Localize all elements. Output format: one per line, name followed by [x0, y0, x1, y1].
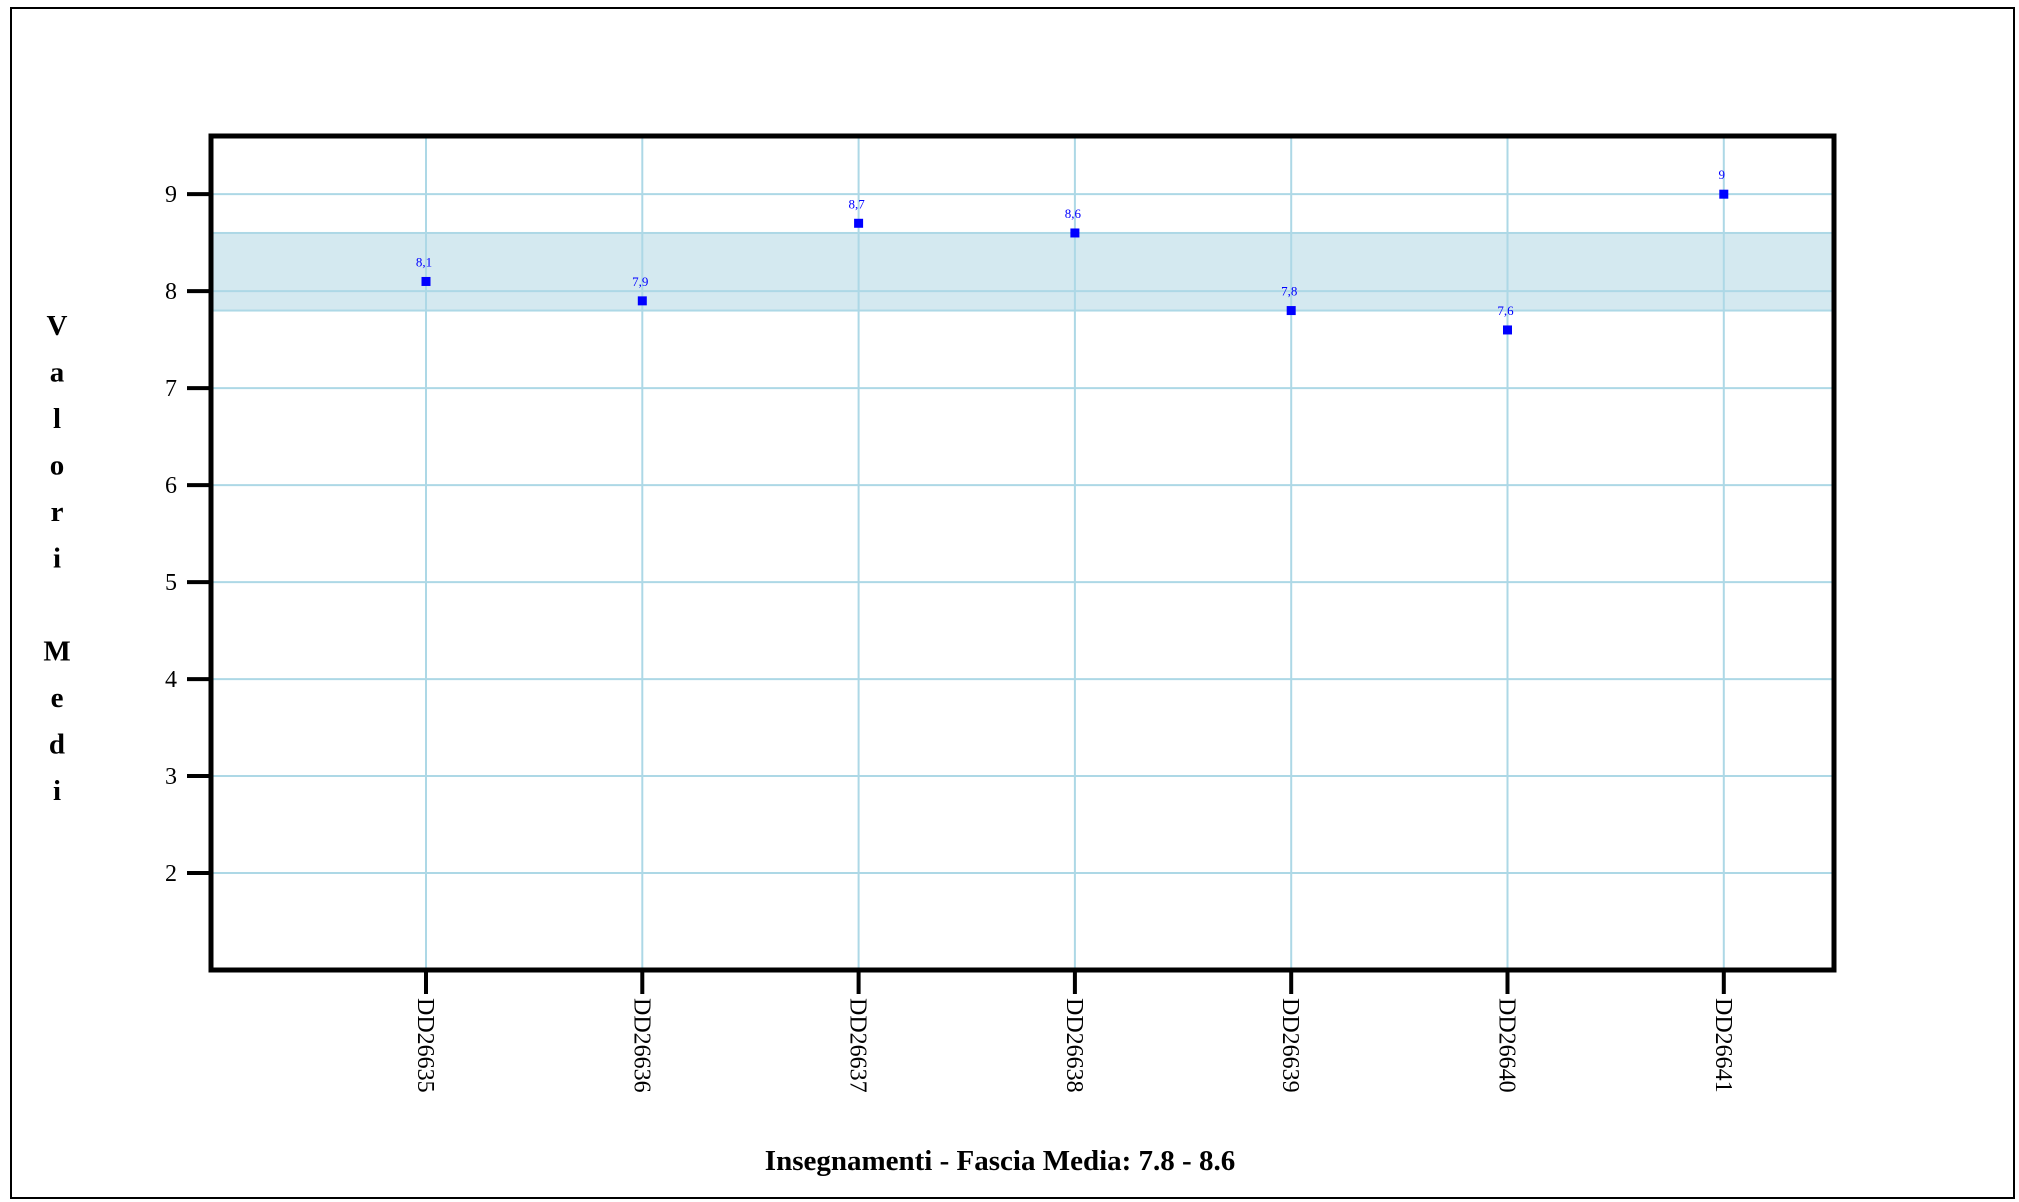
plot-area-border [208, 133, 1837, 973]
chart-frame [10, 7, 2015, 1199]
data-point [1286, 306, 1296, 316]
y-axis-label-letter: i [53, 775, 61, 807]
y-tick-label: 6 [165, 473, 177, 499]
data-label: 8,1 [416, 254, 432, 269]
x-tick-label: DD26641 [1710, 998, 1736, 1093]
y-tick-label: 7 [165, 376, 177, 402]
y-tick-label: 3 [165, 764, 177, 790]
data-point [1070, 228, 1080, 238]
data-label: 7,6 [1497, 303, 1514, 318]
y-axis-label-letter: a [50, 357, 65, 389]
x-tick-label: DD26635 [412, 998, 438, 1093]
data-point [1503, 325, 1512, 335]
y-axis-label-letter: e [51, 682, 64, 714]
x-tick-label: DD26639 [1277, 998, 1303, 1093]
data-point [1719, 189, 1729, 199]
data-label: 8,7 [848, 196, 865, 211]
y-tick-label: 9 [165, 182, 177, 208]
data-label: 8,6 [1065, 206, 1082, 221]
x-tick-label: DD26640 [1494, 998, 1520, 1093]
x-tick-label: DD26637 [845, 998, 871, 1093]
data-label: 7,9 [632, 274, 648, 289]
y-tick-label: 4 [165, 667, 177, 693]
x-tick-label: DD26638 [1061, 998, 1087, 1093]
y-tick-label: 2 [165, 861, 177, 887]
y-axis-label-letter: r [51, 496, 64, 528]
y-axis-label-letter: o [50, 450, 65, 482]
x-axis-label: Insegnamenti - Fascia Media: 7.8 - 8.6 [765, 1145, 1235, 1177]
y-tick-label: 8 [165, 279, 177, 305]
y-axis-label-letter: i [53, 543, 61, 575]
y-axis-label-letter: V [47, 310, 68, 342]
y-axis-label-letter: M [43, 636, 70, 668]
data-point [637, 296, 647, 306]
x-tick-label: DD26636 [628, 998, 654, 1093]
data-label: 9 [1719, 167, 1726, 182]
data-point [421, 276, 431, 286]
data-label: 7,8 [1281, 284, 1297, 299]
y-axis-label-letter: d [49, 729, 65, 761]
average-band [210, 231, 1835, 312]
y-axis-label-letter: l [53, 403, 61, 435]
data-point [854, 218, 864, 228]
y-tick-label: 5 [165, 570, 177, 596]
